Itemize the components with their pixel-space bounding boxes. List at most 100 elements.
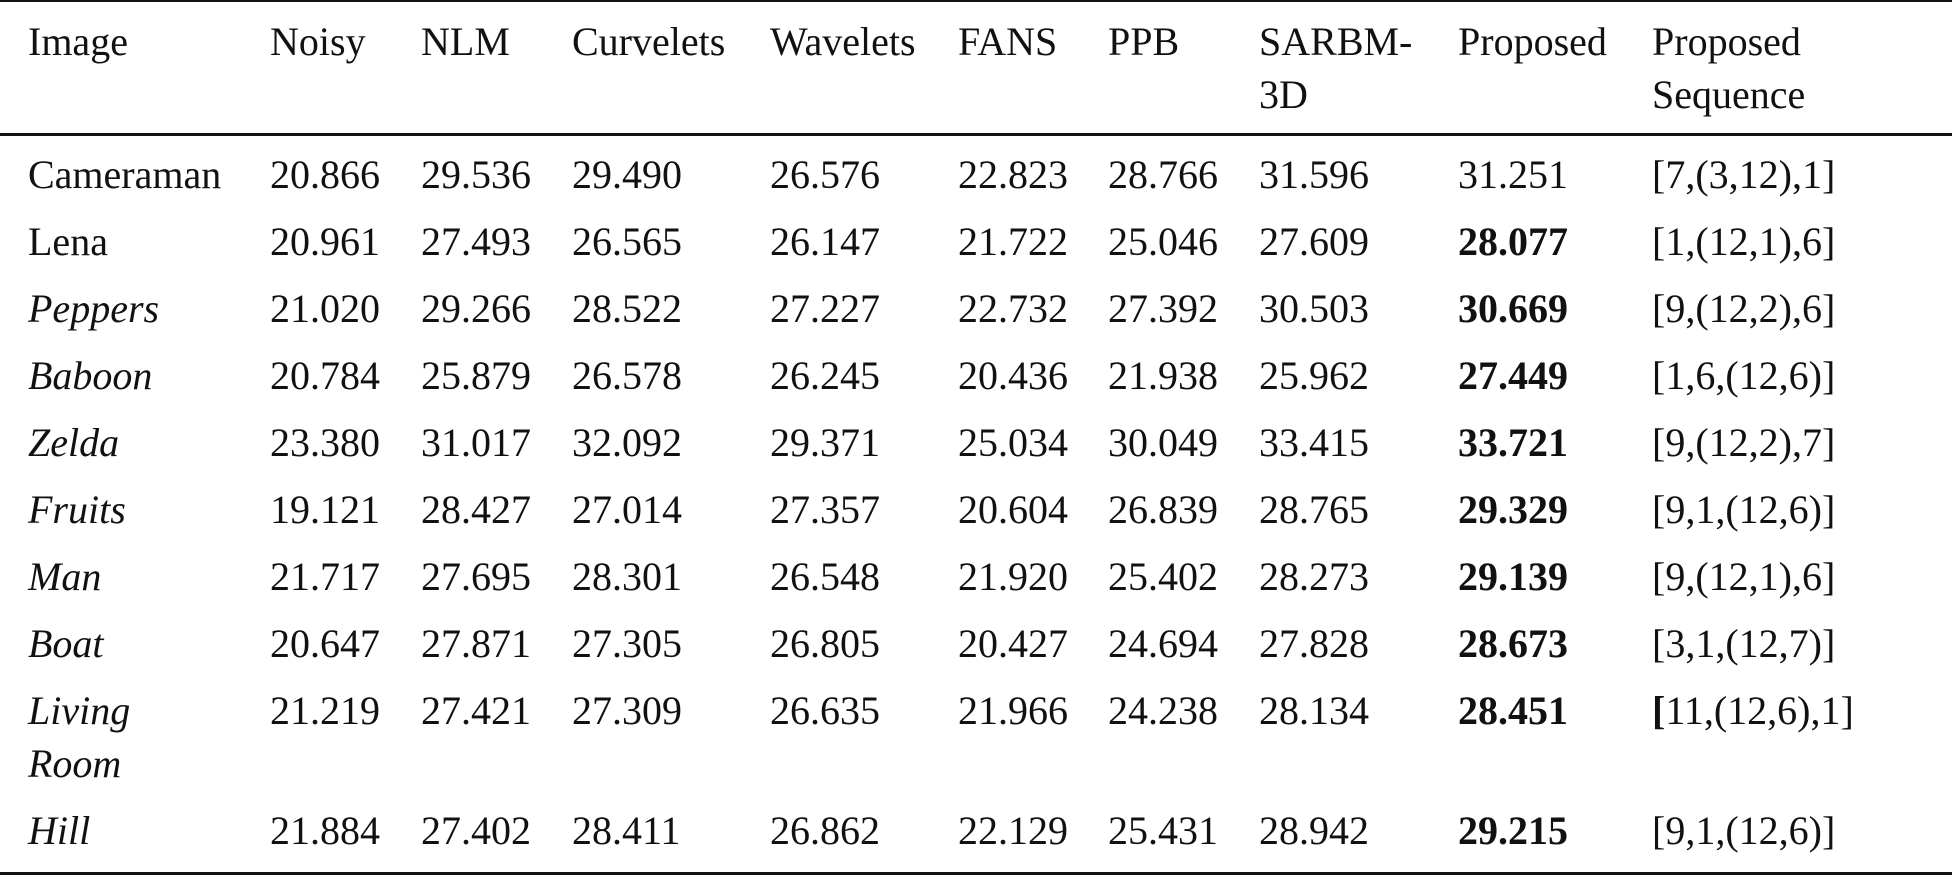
sequence-text: [1,(12,1),6]: [1652, 219, 1836, 264]
value-cell: 26.635: [770, 688, 880, 733]
sequence-bold-bracket: [: [1652, 688, 1666, 733]
value-cell: 27.493: [421, 219, 531, 264]
value-cell: 21.722: [958, 219, 1068, 264]
column-header: FANS: [958, 19, 1058, 64]
sequence-cell: [9,(12,2),7]: [1652, 416, 1835, 469]
best-value-cell: 28.077: [1458, 219, 1568, 264]
value-cell: 32.092: [572, 420, 682, 465]
value-cell: 25.879: [421, 353, 531, 398]
sequence-cell: [9,(12,2),6]: [1652, 282, 1835, 335]
sequence-cell: [1,6,(12,6)]: [1652, 349, 1835, 402]
value-cell: 31.251: [1458, 152, 1568, 197]
value-cell: 22.732: [958, 286, 1068, 331]
value-cell: 20.866: [270, 152, 380, 197]
table-top-rule: [0, 0, 1952, 2]
value-cell: 26.245: [770, 353, 880, 398]
value-cell: 25.962: [1259, 353, 1369, 398]
column-header: Proposed: [1652, 19, 1801, 64]
value-cell: 26.576: [770, 152, 880, 197]
image-name-cell: Baboon: [28, 353, 153, 398]
value-cell: 28.766: [1108, 152, 1218, 197]
value-cell: 26.147: [770, 219, 880, 264]
value-cell: 25.431: [1108, 808, 1218, 853]
image-name-cell: Zelda: [28, 420, 120, 465]
value-cell: 27.695: [421, 554, 531, 599]
best-value-cell: 29.329: [1458, 487, 1568, 532]
table-bottom-rule: [0, 872, 1952, 875]
value-cell: 24.238: [1108, 688, 1218, 733]
value-cell: 31.596: [1259, 152, 1369, 197]
value-cell: 29.266: [421, 286, 531, 331]
value-cell: 21.020: [270, 286, 380, 331]
sequence-text: [3,1,(12,7)]: [1652, 621, 1836, 666]
column-header: Noisy: [270, 19, 366, 64]
sequence-text: [9,(12,1),6]: [1652, 554, 1836, 599]
value-cell: 27.305: [572, 621, 682, 666]
sequence-cell: [3,1,(12,7)]: [1652, 617, 1835, 670]
value-cell: 30.503: [1259, 286, 1369, 331]
value-cell: 27.421: [421, 688, 531, 733]
column-header: NLM: [421, 19, 510, 64]
value-cell: 24.694: [1108, 621, 1218, 666]
value-cell: 28.411: [572, 808, 681, 853]
sequence-text: [9,(12,2),7]: [1652, 420, 1836, 465]
value-cell: 26.805: [770, 621, 880, 666]
image-name-cell: Cameraman: [28, 152, 222, 197]
image-name-cell: Room: [28, 741, 122, 786]
sequence-cell: [9,(12,1),6]: [1652, 550, 1835, 603]
value-cell: 22.823: [958, 152, 1068, 197]
image-name-cell: Fruits: [28, 487, 126, 532]
best-value-cell: 30.669: [1458, 286, 1568, 331]
column-header: 3D: [1259, 72, 1308, 117]
value-cell: 27.357: [770, 487, 880, 532]
value-cell: 21.717: [270, 554, 380, 599]
value-cell: 27.402: [421, 808, 531, 853]
value-cell: 29.536: [421, 152, 531, 197]
best-value-cell: 33.721: [1458, 420, 1568, 465]
image-name-cell: Boat: [28, 621, 104, 666]
value-cell: 27.609: [1259, 219, 1369, 264]
image-name-cell: Man: [28, 554, 102, 599]
image-name-cell: Hill: [28, 808, 91, 853]
column-header: Wavelets: [770, 19, 916, 64]
column-header: Image: [28, 19, 128, 64]
value-cell: 31.017: [421, 420, 531, 465]
sequence-text: [7,(3,12),1]: [1652, 152, 1836, 197]
value-cell: 21.938: [1108, 353, 1218, 398]
value-cell: 27.392: [1108, 286, 1218, 331]
value-cell: 20.436: [958, 353, 1068, 398]
best-value-cell: 28.451: [1458, 688, 1568, 733]
sequence-text: [9,1,(12,6)]: [1652, 808, 1836, 853]
sequence-cell: [9,1,(12,6)]: [1652, 483, 1835, 536]
column-header: Curvelets: [572, 19, 726, 64]
value-cell: 27.309: [572, 688, 682, 733]
column-header: Sequence: [1652, 72, 1806, 117]
value-cell: 20.604: [958, 487, 1068, 532]
best-value-cell: 29.139: [1458, 554, 1568, 599]
sequence-cell: [7,(3,12),1]: [1652, 148, 1835, 201]
value-cell: 26.839: [1108, 487, 1218, 532]
column-header: PPB: [1108, 19, 1180, 64]
value-cell: 26.548: [770, 554, 880, 599]
value-cell: 23.380: [270, 420, 380, 465]
value-cell: 20.427: [958, 621, 1068, 666]
value-cell: 26.862: [770, 808, 880, 853]
value-cell: 21.920: [958, 554, 1068, 599]
sequence-cell: [11,(12,6),1]: [1652, 684, 1854, 737]
best-value-cell: 29.215: [1458, 808, 1568, 853]
table-header-rule: [0, 133, 1952, 136]
sequence-text: [9,1,(12,6)]: [1652, 487, 1836, 532]
value-cell: 25.034: [958, 420, 1068, 465]
sequence-cell: [1,(12,1),6]: [1652, 215, 1835, 268]
sequence-text: [1,6,(12,6)]: [1652, 353, 1836, 398]
value-cell: 21.884: [270, 808, 380, 853]
value-cell: 27.828: [1259, 621, 1369, 666]
value-cell: 27.227: [770, 286, 880, 331]
column-header: SARBM-: [1259, 19, 1413, 64]
column-header: Proposed: [1458, 19, 1607, 64]
value-cell: 28.765: [1259, 487, 1369, 532]
value-cell: 27.871: [421, 621, 531, 666]
value-cell: 25.046: [1108, 219, 1218, 264]
value-cell: 20.961: [270, 219, 380, 264]
sequence-cell: [9,1,(12,6)]: [1652, 804, 1835, 857]
